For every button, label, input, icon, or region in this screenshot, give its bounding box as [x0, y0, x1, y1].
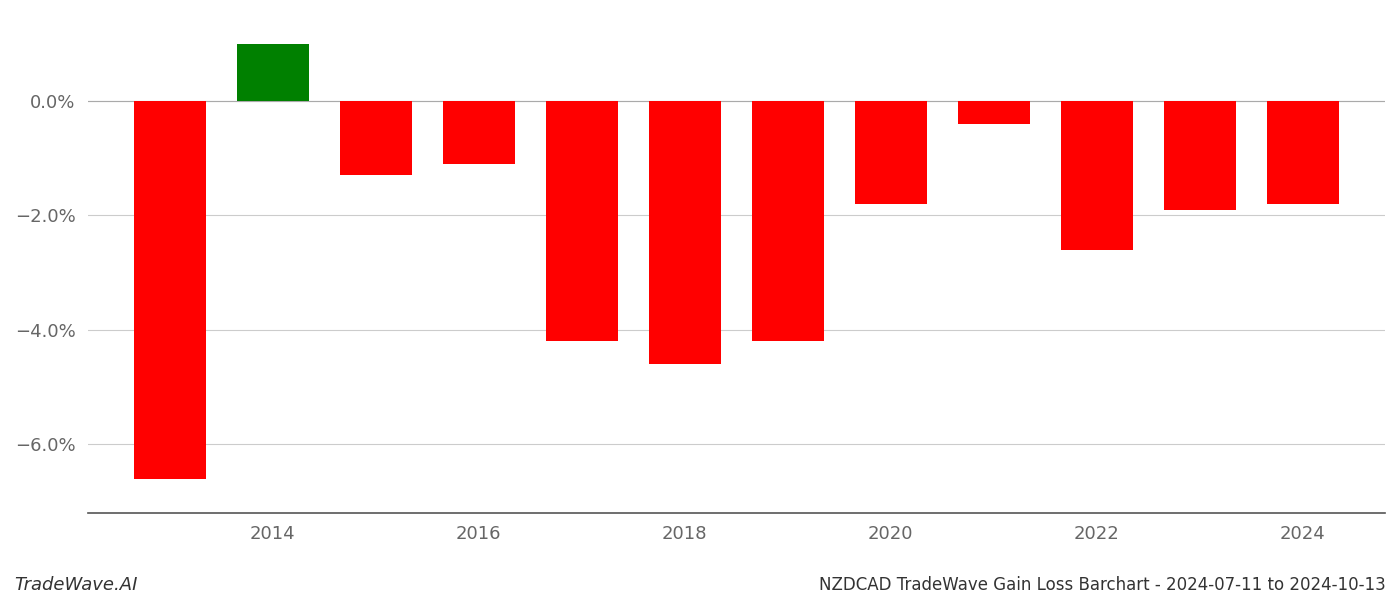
Text: TradeWave.AI: TradeWave.AI	[14, 576, 137, 594]
Bar	[1163, 101, 1236, 209]
Bar	[854, 101, 927, 204]
Bar	[648, 101, 721, 364]
Bar	[958, 101, 1030, 124]
Bar	[340, 101, 412, 175]
Bar	[237, 44, 309, 101]
Bar	[752, 101, 823, 341]
Text: NZDCAD TradeWave Gain Loss Barchart - 2024-07-11 to 2024-10-13: NZDCAD TradeWave Gain Loss Barchart - 20…	[819, 576, 1386, 594]
Bar	[546, 101, 617, 341]
Bar	[442, 101, 515, 164]
Bar	[1267, 101, 1338, 204]
Bar	[1061, 101, 1133, 250]
Bar	[134, 101, 206, 479]
